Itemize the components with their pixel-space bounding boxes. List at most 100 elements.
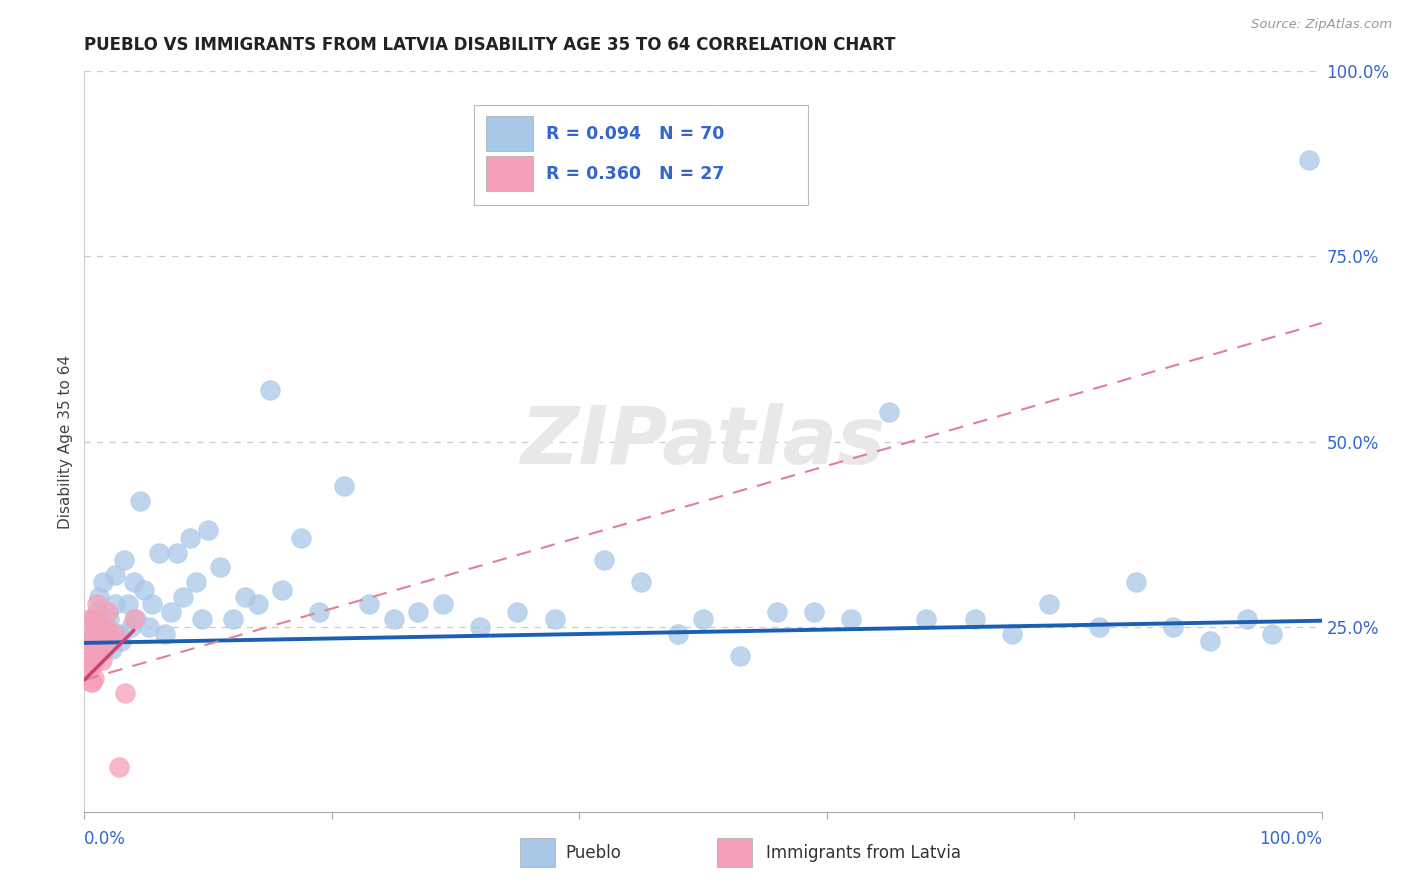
Text: 0.0%: 0.0%	[84, 830, 127, 847]
Point	[79, 664, 101, 678]
Point	[692, 612, 714, 626]
Point	[89, 590, 111, 604]
Point	[90, 653, 112, 667]
Point	[122, 612, 145, 626]
Point	[100, 634, 122, 648]
Point	[630, 575, 652, 590]
Point	[125, 612, 148, 626]
Text: Immigrants from Latvia: Immigrants from Latvia	[766, 844, 962, 862]
Point	[166, 546, 188, 560]
Point	[233, 590, 256, 604]
Point	[666, 627, 689, 641]
Point	[841, 612, 863, 626]
Point	[1001, 627, 1024, 641]
Point	[82, 627, 104, 641]
Point	[79, 657, 101, 671]
Point	[184, 575, 207, 590]
Point	[209, 560, 232, 574]
Point	[77, 649, 100, 664]
Point	[87, 634, 110, 648]
Text: Pueblo: Pueblo	[565, 844, 621, 862]
FancyBboxPatch shape	[486, 156, 533, 191]
Point	[543, 612, 565, 626]
Point	[1261, 627, 1284, 641]
Point	[141, 598, 163, 612]
Point	[122, 575, 145, 590]
Point	[914, 612, 936, 626]
Point	[76, 634, 98, 648]
Point	[79, 675, 101, 690]
Point	[308, 605, 330, 619]
Text: R = 0.094   N = 70: R = 0.094 N = 70	[546, 125, 724, 143]
Point	[148, 546, 170, 560]
Point	[89, 638, 111, 652]
Point	[104, 567, 127, 582]
Point	[333, 479, 356, 493]
Point	[1088, 619, 1111, 633]
Point	[191, 612, 214, 626]
Point	[153, 627, 176, 641]
Point	[112, 553, 135, 567]
Point	[108, 760, 131, 774]
Point	[432, 598, 454, 612]
Point	[104, 598, 127, 612]
Point	[593, 553, 616, 567]
Point	[290, 531, 312, 545]
Point	[222, 612, 245, 626]
Point	[82, 657, 104, 671]
Point	[1161, 619, 1184, 633]
Point	[877, 405, 900, 419]
Point	[1038, 598, 1060, 612]
Y-axis label: Disability Age 35 to 64: Disability Age 35 to 64	[58, 354, 73, 529]
Point	[259, 383, 281, 397]
Point	[728, 649, 751, 664]
Point	[197, 524, 219, 538]
FancyBboxPatch shape	[486, 116, 533, 152]
Point	[132, 582, 155, 597]
Point	[80, 675, 103, 690]
Text: Source: ZipAtlas.com: Source: ZipAtlas.com	[1251, 18, 1392, 31]
Point	[271, 582, 294, 597]
Point	[138, 619, 160, 633]
Point	[129, 493, 152, 508]
Point	[82, 612, 104, 626]
Point	[1125, 575, 1147, 590]
Text: PUEBLO VS IMMIGRANTS FROM LATVIA DISABILITY AGE 35 TO 64 CORRELATION CHART: PUEBLO VS IMMIGRANTS FROM LATVIA DISABIL…	[84, 36, 896, 54]
Point	[86, 598, 108, 612]
Point	[100, 641, 122, 656]
Point	[96, 619, 118, 633]
Point	[382, 612, 405, 626]
Point	[1236, 612, 1258, 626]
Point	[104, 627, 127, 641]
Point	[91, 631, 114, 645]
Point	[86, 605, 108, 619]
Point	[965, 612, 987, 626]
Point	[179, 531, 201, 545]
Point	[86, 641, 108, 656]
Text: 100.0%: 100.0%	[1258, 830, 1322, 847]
Point	[470, 619, 492, 633]
Point	[94, 641, 117, 656]
Point	[83, 672, 105, 686]
Point	[98, 612, 121, 626]
Text: ZIPatlas: ZIPatlas	[520, 402, 886, 481]
Point	[83, 641, 105, 656]
Point	[506, 605, 529, 619]
Point	[83, 641, 105, 656]
Point	[246, 598, 269, 612]
Point	[91, 619, 114, 633]
Point	[1199, 634, 1222, 648]
Point	[94, 619, 117, 633]
Point	[91, 575, 114, 590]
FancyBboxPatch shape	[474, 104, 808, 204]
Point	[120, 619, 142, 633]
Text: R = 0.360   N = 27: R = 0.360 N = 27	[546, 164, 724, 183]
Point	[97, 605, 120, 619]
Point	[108, 627, 131, 641]
Point	[79, 612, 101, 626]
Point	[79, 627, 101, 641]
Point	[160, 605, 183, 619]
Point	[117, 598, 139, 612]
Point	[408, 605, 430, 619]
Point	[89, 619, 111, 633]
